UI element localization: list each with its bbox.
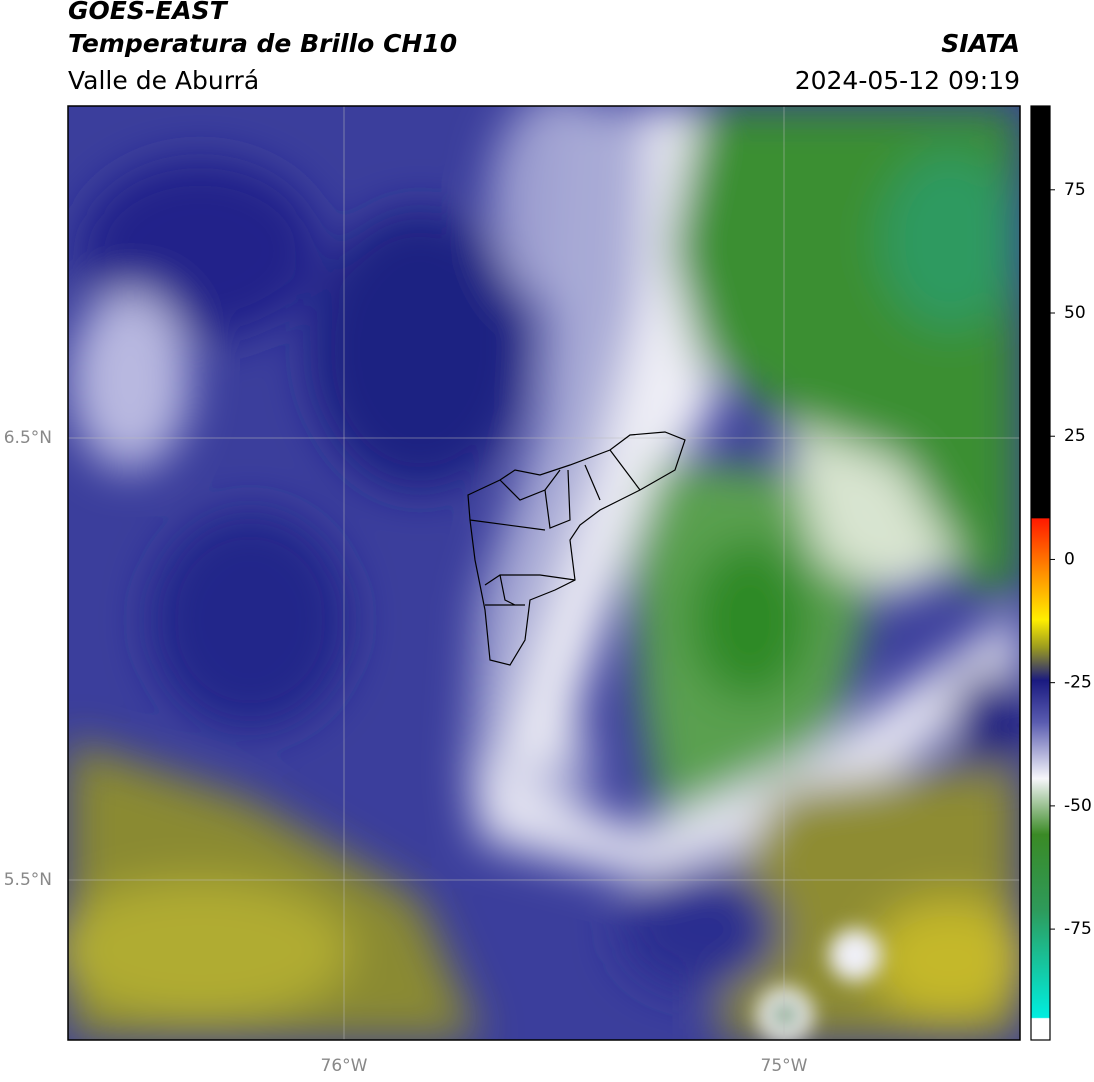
map-frame [67,105,1021,1041]
boundaries [467,431,686,666]
lat-label: 6.5°N [4,428,52,448]
colorbar-tick-label: -50 [1064,796,1092,816]
colorbar-tick-label: 50 [1064,303,1086,323]
colorbar-tick-label: 25 [1064,426,1086,446]
lon-label: 76°W [321,1056,368,1076]
satellite-image [68,106,1020,1040]
colorbar-tick-label: 75 [1064,180,1086,200]
colorbar [1030,105,1051,1041]
lat-label: 5.5°N [4,870,52,890]
source: SIATA [941,29,1020,58]
colorbar-tick-label: -25 [1064,673,1092,693]
title: GOES-EAST [68,0,229,25]
colorbar-tick-label: -75 [1064,919,1092,939]
datetime: 2024-05-12 09:19 [795,66,1020,95]
region: Valle de Aburrá [68,66,259,95]
subtitle: Temperatura de Brillo CH10 [68,29,457,58]
lon-label: 75°W [761,1056,808,1076]
colorbar-tick-label: 0 [1064,549,1075,569]
